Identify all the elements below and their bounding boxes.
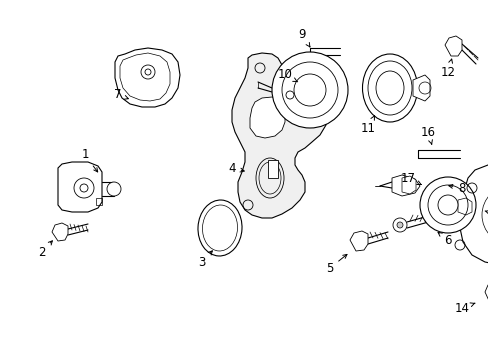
Text: 4: 4 [228, 162, 244, 175]
Polygon shape [231, 53, 327, 218]
Polygon shape [349, 231, 367, 251]
Polygon shape [412, 75, 429, 101]
Bar [267, 160, 278, 178]
Text: 10: 10 [277, 68, 297, 82]
Text: 11: 11 [360, 116, 375, 135]
Text: 17: 17 [400, 171, 420, 185]
Text: 7: 7 [114, 89, 128, 102]
Text: 3: 3 [198, 251, 212, 269]
Polygon shape [457, 198, 471, 215]
Polygon shape [58, 162, 102, 212]
Circle shape [271, 52, 347, 128]
Polygon shape [459, 163, 488, 265]
Circle shape [419, 177, 475, 233]
Polygon shape [447, 197, 474, 218]
Text: 2: 2 [38, 241, 52, 258]
Text: 9: 9 [298, 28, 309, 47]
Polygon shape [444, 36, 461, 56]
Circle shape [293, 74, 325, 106]
Circle shape [145, 69, 151, 75]
Polygon shape [391, 175, 419, 196]
Polygon shape [115, 48, 180, 107]
Text: 15: 15 [484, 208, 488, 221]
Polygon shape [120, 53, 170, 101]
Circle shape [392, 218, 406, 232]
Polygon shape [249, 97, 285, 138]
Circle shape [396, 222, 402, 228]
Polygon shape [52, 223, 68, 241]
Text: 5: 5 [325, 255, 346, 274]
Text: 1: 1 [81, 148, 98, 172]
Text: 8: 8 [448, 181, 465, 194]
Text: 12: 12 [440, 59, 454, 78]
Polygon shape [401, 176, 415, 194]
Circle shape [80, 184, 88, 192]
Circle shape [107, 182, 121, 196]
Text: 13: 13 [0, 359, 1, 360]
Polygon shape [484, 283, 488, 303]
Circle shape [437, 195, 457, 215]
Ellipse shape [362, 54, 417, 122]
Text: 16: 16 [420, 126, 435, 144]
Ellipse shape [375, 71, 403, 105]
Text: 6: 6 [437, 232, 451, 247]
Text: 14: 14 [453, 302, 474, 315]
